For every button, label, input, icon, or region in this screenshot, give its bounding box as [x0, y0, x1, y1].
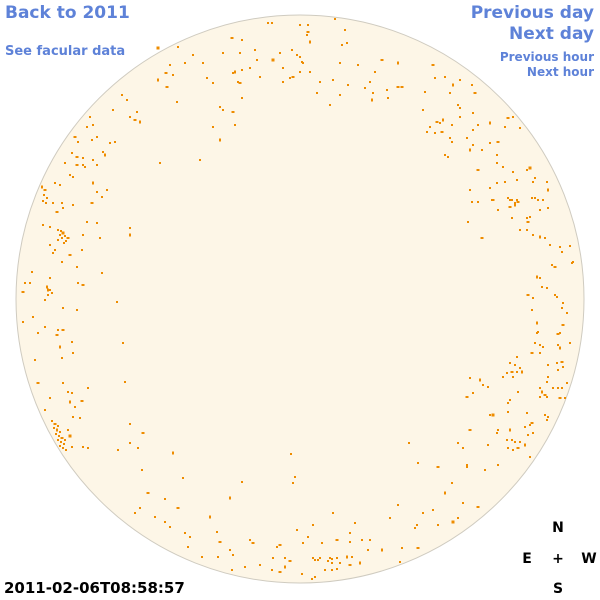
see-facular-data-link[interactable]: See facular data	[5, 44, 126, 59]
compass-north-label: N	[552, 520, 564, 536]
compass-center-cross: +	[552, 551, 564, 567]
next-day-link[interactable]: Next day	[509, 24, 594, 44]
compass-south-label: S	[552, 581, 564, 597]
day-navigation: Previous day Next day	[471, 3, 594, 45]
hour-navigation: Previous hour Next hour	[500, 50, 594, 80]
compass-west-label: W	[581, 551, 597, 567]
next-hour-link[interactable]: Next hour	[526, 65, 594, 79]
back-to-year-link[interactable]: Back to 2011	[5, 3, 130, 23]
compass-east-label: E	[522, 551, 532, 567]
previous-hour-link[interactable]: Previous hour	[499, 50, 594, 64]
observation-timestamp: 2011-02-06T08:58:57	[4, 579, 185, 597]
previous-day-link[interactable]: Previous day	[470, 3, 594, 23]
